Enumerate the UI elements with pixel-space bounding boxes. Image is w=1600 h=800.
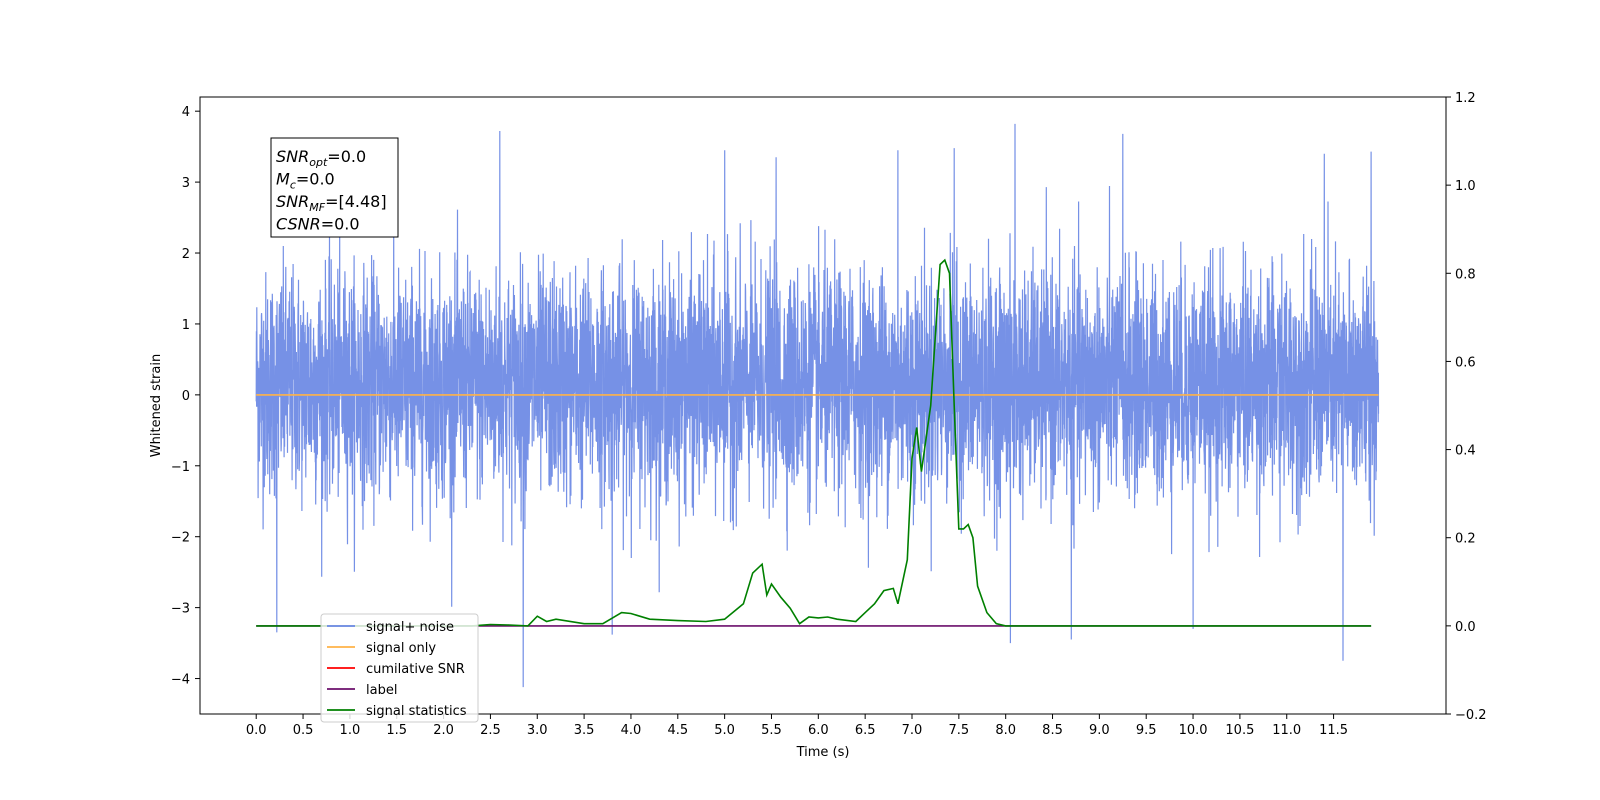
x-tick-label: 8.5 — [1042, 723, 1063, 738]
x-tick-label: 2.5 — [480, 723, 501, 738]
x-tick-label: 10.0 — [1179, 723, 1208, 738]
y-right-tick-label: 0.6 — [1455, 355, 1476, 370]
x-tick-label: 2.0 — [433, 723, 454, 738]
x-tick-label: 3.0 — [527, 723, 548, 738]
annotation-line: Mc=0.0 — [276, 170, 335, 192]
y-tick-label: 2 — [182, 247, 190, 262]
signal-noise-series — [255, 123, 1380, 688]
y-tick-label: −2 — [171, 531, 190, 546]
x-tick-label: 5.5 — [761, 723, 782, 738]
legend-entry: label — [366, 683, 397, 698]
annotation-frame — [270, 137, 399, 238]
legend-entry: cumilative SNR — [366, 662, 465, 677]
y-tick-label: 3 — [182, 176, 190, 191]
y-tick-label: 1 — [182, 318, 190, 333]
x-tick-label: 5.0 — [714, 723, 735, 738]
x-tick-label: 3.5 — [574, 723, 595, 738]
x-tick-label: 11.0 — [1272, 723, 1301, 738]
y-right-tick-label: −0.2 — [1455, 708, 1487, 723]
legend-entry: signal statistics — [366, 704, 467, 719]
axes: 0.0 0.5 1.0 1.5 2.0 2.5 3.0 3.5 4.0 4.5 5.0 5.5 6.0 6… — [171, 91, 1487, 738]
y-tick-label: −4 — [171, 673, 190, 688]
x-tick-label: 1.0 — [340, 723, 361, 738]
y-tick-label: −3 — [171, 602, 190, 617]
series-line-signal-noise — [255, 123, 1380, 688]
x-tick-label: 0.5 — [293, 723, 314, 738]
y-tick-label: 0 — [182, 389, 190, 404]
annotation-line: SNRopt=0.0 — [276, 147, 366, 169]
plot-frame — [199, 96, 1447, 715]
y-right-tick-label: 0.2 — [1455, 532, 1476, 547]
x-tick-label: 8.0 — [995, 723, 1016, 738]
y-tick-label: 4 — [182, 105, 190, 120]
y-right-tick-label: 0.8 — [1455, 267, 1476, 282]
x-tick-label: 4.0 — [621, 723, 642, 738]
x-tick-label: 11.5 — [1319, 723, 1348, 738]
y-right-tick-label: 1.2 — [1455, 91, 1476, 106]
y-right-tick-label: 1.0 — [1455, 179, 1476, 194]
x-tick-label: 9.5 — [1136, 723, 1157, 738]
legend-frame — [320, 613, 479, 723]
annotation-line: CSNR=0.0 — [276, 215, 360, 234]
legend-entry: signal only — [366, 641, 436, 656]
y-right-tick-label: 0.0 — [1455, 620, 1476, 635]
x-tick-label: 1.5 — [386, 723, 407, 738]
x-tick-label: 6.5 — [855, 723, 876, 738]
legend: signal+ noise signal only cumilative SNR la… — [320, 613, 479, 723]
x-tick-label: 4.5 — [667, 723, 688, 738]
y-tick-label: −1 — [171, 460, 190, 475]
x-tick-label: 0.0 — [246, 723, 267, 738]
x-tick-label: 7.5 — [948, 723, 969, 738]
legend-entry: signal+ noise — [366, 620, 454, 635]
x-tick-label: 6.0 — [808, 723, 829, 738]
y-axis-label: Whitened strain — [149, 354, 164, 457]
x-tick-label: 9.0 — [1089, 723, 1110, 738]
series-line-signal-statistics — [256, 258, 1372, 627]
x-axis-label: Time (s) — [796, 745, 850, 760]
annotation-line: SNRMF=[4.48] — [276, 192, 387, 214]
x-tick-label: 7.0 — [902, 723, 923, 738]
x-tick-label: 10.5 — [1225, 723, 1254, 738]
y-right-tick-label: 0.4 — [1455, 444, 1476, 459]
